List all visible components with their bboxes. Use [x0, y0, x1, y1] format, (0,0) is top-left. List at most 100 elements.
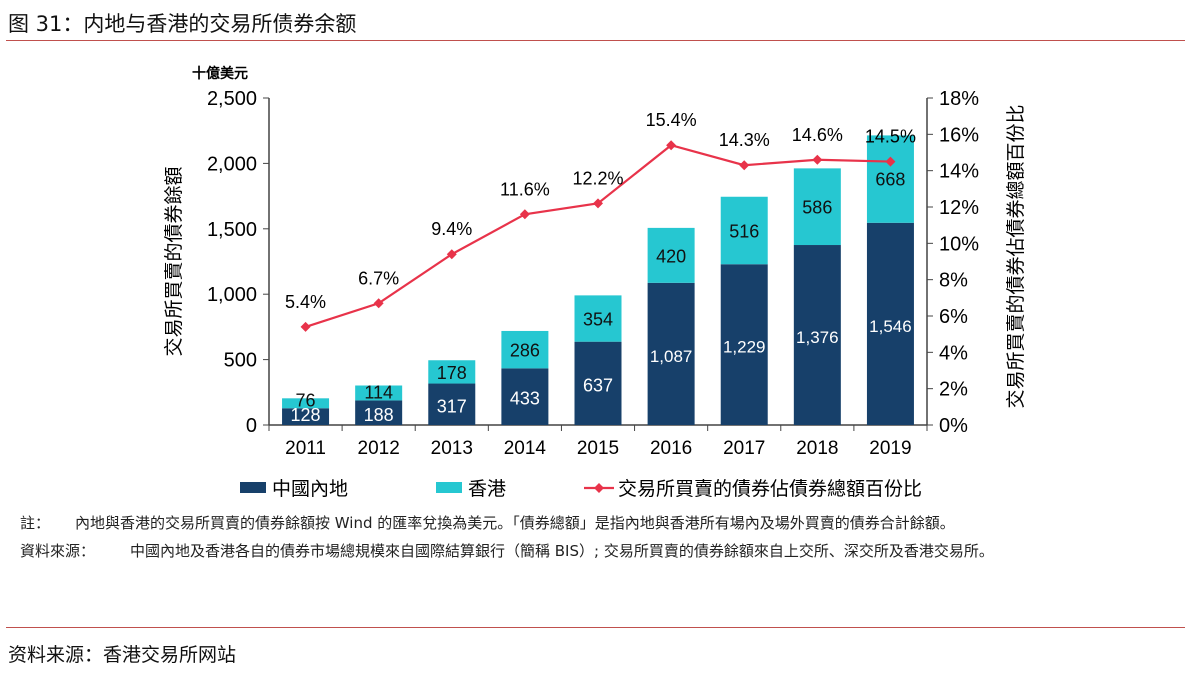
- line-label: 15.4%: [646, 110, 697, 130]
- y2-axis-title: 交易所買賣的債券佔債券總額百份比: [1005, 104, 1027, 408]
- y-tick-label: 1,500: [207, 219, 257, 241]
- bar-label-mainland: 1,376: [796, 328, 839, 347]
- y2-tick-label: 10%: [939, 233, 979, 255]
- bar-hongkong: [428, 360, 476, 384]
- bar-mainland: [282, 408, 330, 425]
- line-label: 6.7%: [358, 268, 399, 288]
- bar-label-hongkong: 420: [656, 246, 686, 266]
- bar-label-mainland: 1,087: [650, 347, 693, 366]
- bar-label-hongkong: 668: [875, 169, 905, 189]
- chart: 0 500 1,000 1,500 2,000 2,500 0% 2% 4% 6% 8% 10% 12%…: [163, 65, 1027, 500]
- bar-hongkong: [282, 398, 330, 409]
- note-row: 註： 內地與香港的交易所買賣的債券餘額按 Wind 的匯率兌換為美元。「債券總額…: [20, 512, 1175, 534]
- line-marker: [812, 154, 823, 165]
- y-tick-label: 2,500: [207, 88, 257, 110]
- x-tick-label: 2011: [285, 438, 326, 459]
- line-label: 5.4%: [285, 292, 326, 312]
- line-label: 14.6%: [792, 125, 843, 145]
- y-tick-label: 500: [224, 350, 257, 372]
- bar-hongkong: [866, 135, 914, 223]
- line-marker: [666, 140, 677, 151]
- y2-tick-label: 0%: [939, 415, 968, 437]
- bar-label-hongkong: 178: [437, 363, 467, 383]
- bar-label-mainland: 1,546: [869, 317, 912, 336]
- y2-tick-label: 6%: [939, 306, 968, 328]
- line-marker: [519, 209, 530, 220]
- bar-label-hongkong: 76: [296, 390, 316, 410]
- line-label: 12.2%: [572, 168, 623, 188]
- line-marker: [885, 156, 896, 167]
- line-label: 14.5%: [865, 127, 916, 147]
- x-tick-label: 2012: [358, 438, 400, 459]
- bar-mainland: [647, 282, 695, 425]
- y2-tick-label: 14%: [939, 161, 979, 183]
- legend-marker: [594, 483, 604, 493]
- bar-mainland: [355, 400, 403, 425]
- note-label: 資料來源：: [20, 542, 96, 560]
- bar-hongkong: [647, 227, 695, 283]
- x-tick-label: 2014: [504, 438, 547, 459]
- bar-mainland: [720, 264, 768, 425]
- line-marker: [593, 198, 603, 209]
- bar-label-mainland: 1,229: [723, 338, 766, 357]
- divider: [6, 40, 1185, 41]
- figure-title: 图 31：内地与香港的交易所债券余额: [8, 12, 357, 36]
- y2-tick-label: 2%: [939, 379, 968, 401]
- note-label: 註：: [20, 514, 51, 532]
- note-text: 中國內地及香港各自的債券市場總規模來自國際結算銀行（簡稱 BIS）; 交易所買賣…: [130, 542, 994, 560]
- y-axis-title: 交易所買賣的債券餘額: [163, 166, 185, 356]
- legend-label-mainland: 中國內地: [272, 478, 348, 500]
- y-tick-label: 2,000: [207, 153, 257, 175]
- bar-label-hongkong: 354: [583, 310, 613, 330]
- bar-label-mainland: 317: [437, 396, 467, 416]
- y2-tick-label: 16%: [939, 124, 979, 146]
- y2-tick-label: 4%: [939, 342, 968, 364]
- note-text: 內地與香港的交易所買賣的債券餘額按 Wind 的匯率兌換為美元。「債券總額」是指…: [75, 514, 955, 532]
- line-label: 14.3%: [719, 130, 770, 150]
- y-tick-label: 1,000: [207, 284, 257, 306]
- x-tick-label: 2015: [577, 438, 619, 459]
- notes: 註： 內地與香港的交易所買賣的債券餘額按 Wind 的匯率兌換為美元。「債券總額…: [20, 512, 1175, 568]
- bar-label-mainland: 433: [510, 389, 540, 409]
- bar-mainland: [866, 222, 914, 425]
- y2-tick-label: 12%: [939, 197, 979, 219]
- x-tick-label: 2016: [650, 438, 692, 459]
- x-tick-label: 2018: [796, 438, 838, 459]
- line-label: 11.6%: [500, 179, 550, 199]
- bar-label-hongkong: 586: [802, 198, 832, 218]
- line-label: 9.4%: [431, 219, 472, 239]
- bar-mainland: [428, 383, 476, 425]
- line-marker: [300, 321, 311, 332]
- y-tick-label: 0: [246, 415, 257, 437]
- bar-mainland: [574, 341, 622, 425]
- legend-label-hongkong: 香港: [468, 478, 506, 500]
- bar-label-mainland: 128: [291, 405, 321, 425]
- legend-swatch-hongkong: [436, 482, 462, 493]
- bar-label-mainland: 188: [364, 405, 394, 425]
- bar-label-hongkong: 114: [364, 382, 393, 402]
- line-marker: [446, 249, 457, 260]
- bar-label-mainland: 637: [583, 375, 613, 395]
- x-tick-label: 2019: [869, 438, 911, 459]
- bar-label-hongkong: 286: [510, 341, 540, 361]
- bar-hongkong: [793, 168, 841, 246]
- divider: [6, 627, 1185, 628]
- y2-tick-label: 8%: [939, 270, 968, 292]
- y2-tick-label: 18%: [939, 88, 979, 110]
- bar-hongkong: [574, 295, 622, 342]
- legend-swatch-mainland: [240, 482, 266, 493]
- source-row: 資料來源： 中國內地及香港各自的債券市場總規模來自國際結算銀行（簡稱 BIS）;…: [20, 540, 1175, 562]
- x-tick-label: 2017: [723, 438, 765, 459]
- bar-label-hongkong: 516: [729, 222, 759, 242]
- bar-mainland: [501, 368, 549, 425]
- bar-mainland: [793, 245, 841, 425]
- x-tick-label: 2013: [431, 438, 473, 459]
- source: 资料来源：香港交易所网站: [8, 644, 237, 666]
- line-marker: [739, 160, 750, 171]
- legend-label-line: 交易所買賣的債券佔債券總額百份比: [618, 478, 922, 500]
- bar-hongkong: [720, 196, 768, 265]
- unit-label: 十億美元: [192, 65, 248, 81]
- line-marker: [373, 298, 384, 309]
- bar-hongkong: [355, 385, 403, 401]
- bar-hongkong: [501, 330, 549, 369]
